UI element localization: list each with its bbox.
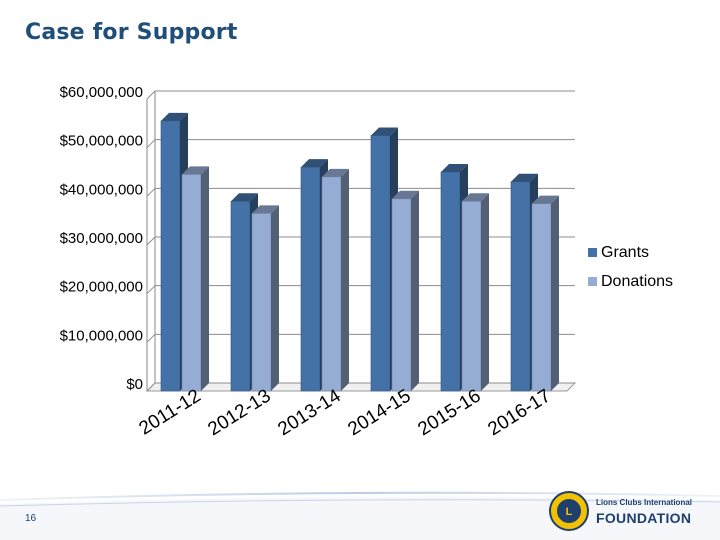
bar-donations-2013-14 [321,176,342,392]
bar-grants-2014-15 [370,135,391,392]
y-tick-label: $30,000,000 [60,230,143,247]
y-tick-label: $40,000,000 [60,181,143,198]
legend-swatch-donations [588,277,597,286]
bar-top [252,205,279,214]
bar-side [271,205,279,391]
bar-top [182,166,209,175]
bar-donations-2015-16 [461,200,482,392]
bar-top [161,112,188,121]
bar-side [411,190,419,391]
gridline-side [146,187,156,197]
x-tick-label: 2012-13 [204,385,274,440]
bar-donations-2014-15 [391,198,412,392]
gridline-side [146,236,156,246]
bar-top [441,164,468,172]
bar-top [231,193,258,202]
legend-label-grants: Grants [601,244,649,261]
bar-grants-2013-14 [300,166,321,392]
y-tick-label: $50,000,000 [60,133,143,150]
bar-side [481,193,489,391]
bar-side [201,166,209,391]
gridline-side [146,285,156,295]
y-tick-label: $10,000,000 [60,327,143,344]
gridline-side [146,382,156,392]
y-tick-label: $20,000,000 [60,279,143,296]
gridline-side [146,333,156,343]
bar-chart: $0 $10,000,000 $20,000,000 $30,000,000 $40,0… [60,84,673,440]
bar-grants-2012-13 [230,200,251,392]
page-number: 16 [25,513,37,524]
slide-title: Case for Support [25,20,238,45]
bar-side [341,168,349,391]
bar-grants-2015-16 [440,171,461,392]
y-tick-label: $60,000,000 [60,84,143,101]
svg-text:L: L [566,506,573,518]
bar-top [462,193,489,202]
bar-donations-2016-17 [531,203,552,392]
bar-side [551,195,559,391]
legend-label-donations: Donations [601,273,673,290]
bar-grants-2016-17 [510,181,531,392]
gridline-side [146,139,156,149]
lions-logo-icon: L [549,491,589,531]
gridline-side [146,90,156,100]
x-tick-label: 2015-16 [414,385,484,440]
y-tick-label: $0 [126,376,143,393]
org-name-big: FOUNDATION [596,510,692,526]
x-tick-label: 2014-15 [344,385,414,440]
x-tick-label: 2013-14 [274,385,345,440]
bar-grants-2011-12 [160,120,181,392]
bar-top [532,195,559,204]
bar-top [322,168,349,177]
org-name-small: Lions Clubs International [596,498,693,507]
bar-donations-2012-13 [251,213,272,392]
bar-donations-2011-12 [181,174,202,392]
bar-top [371,127,398,136]
footer-swoosh [0,491,720,540]
x-tick-label: 2016-17 [484,385,554,440]
bar-top [511,173,538,182]
bar-top [301,159,328,168]
legend-swatch-grants [588,248,597,257]
bar-top [392,190,419,199]
x-tick-label: 2011-12 [136,385,205,439]
